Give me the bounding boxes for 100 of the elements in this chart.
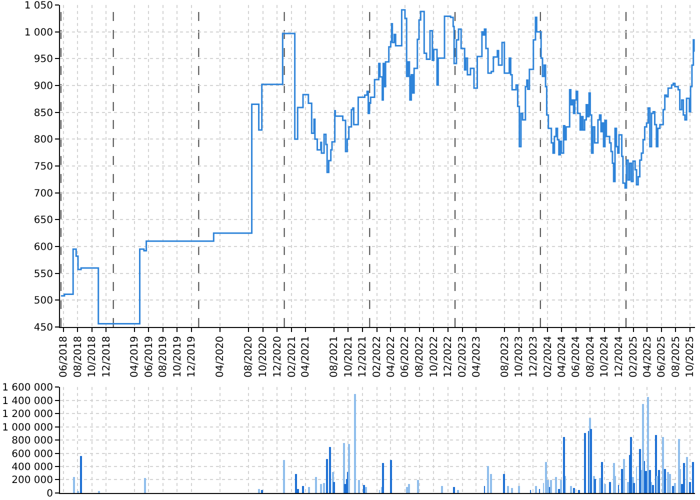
x-tick-label: 02/2022 (372, 336, 384, 378)
x-tick-label: 12/2022 (443, 336, 454, 378)
x-tick-label: 02/2023 (458, 336, 469, 378)
y-tick-label: 1 200 000 (2, 409, 53, 420)
y-tick-label: 850 (34, 108, 53, 119)
bar (555, 477, 557, 493)
bar (258, 489, 260, 493)
y-tick-label: 1 400 000 (2, 396, 53, 407)
x-tick-label: 10/2021 (343, 336, 354, 378)
x-tick-label: 04/2021 (300, 336, 312, 378)
x-tick-label: 02/2024 (542, 336, 554, 378)
bar (417, 480, 419, 493)
bar (507, 486, 509, 493)
bar (320, 484, 322, 493)
bar (323, 483, 325, 493)
bar (333, 482, 335, 493)
y-tick-label: 800 000 (12, 436, 53, 447)
bar (686, 457, 688, 493)
x-tick-label: 08/2019 (158, 336, 170, 378)
x-tick-label: 10/2022 (428, 336, 440, 378)
bar (578, 490, 580, 493)
x-tick-label: 12/2018 (101, 336, 112, 378)
bar (599, 478, 601, 493)
bar (558, 489, 560, 493)
bar (570, 486, 572, 493)
y-tick-label: 400 000 (12, 462, 53, 474)
bar (594, 479, 596, 493)
x-tick-label: 12/2021 (358, 336, 369, 378)
x-tick-label: 04/2024 (556, 336, 568, 378)
bar (308, 487, 310, 493)
x-tick-label: 08/2021 (329, 336, 340, 378)
bar (348, 444, 350, 493)
y-tick-label: 450 (34, 322, 53, 334)
x-tick-label: 10/2025 (685, 336, 696, 378)
x-tick-label: 12/2023 (528, 336, 540, 378)
x-tick-label: 06/2025 (656, 336, 668, 378)
y-tick-label: 600 000 (12, 448, 53, 460)
bar (627, 482, 629, 493)
bar (545, 462, 547, 493)
bar (563, 437, 565, 493)
bar (621, 469, 623, 493)
bar (453, 487, 455, 493)
x-tick-label: 08/2025 (670, 336, 682, 378)
bar (649, 470, 651, 493)
bar (609, 482, 611, 493)
x-tick-label: 06/2022 (400, 336, 412, 378)
bar (73, 477, 75, 493)
bar (604, 484, 606, 493)
x-tick-label: 04/2019 (130, 336, 141, 378)
y-tick-label: 650 (34, 215, 53, 226)
bar (343, 443, 345, 493)
y-tick-label: 950 (34, 54, 53, 66)
x-tick-label: 08/2023 (500, 336, 511, 378)
bar (535, 486, 537, 493)
bar (623, 459, 625, 493)
x-tick-label: 04/2023 (471, 336, 482, 378)
bar (302, 486, 304, 493)
x-tick-label: 08/2020 (244, 336, 255, 378)
x-tick-label: 12/2019 (186, 336, 198, 378)
bar (408, 484, 410, 493)
bar (518, 486, 520, 493)
x-tick-label: 02/2021 (286, 336, 298, 378)
x-tick-label: 10/2024 (600, 336, 611, 378)
x-tick-label: 10/2018 (87, 336, 98, 378)
bar (261, 490, 263, 493)
bar (639, 449, 641, 493)
bar (406, 487, 408, 493)
x-tick-label: 08/2018 (72, 336, 84, 378)
bar (664, 469, 666, 493)
bar (669, 474, 671, 493)
x-tick-label: 06/2019 (144, 336, 155, 378)
bar (283, 460, 285, 493)
bar (642, 404, 644, 493)
y-tick-label: 550 (34, 268, 53, 280)
bar (560, 480, 562, 493)
x-tick-label: 04/2025 (642, 336, 654, 378)
bar (382, 463, 384, 493)
x-tick-label: 10/2020 (258, 336, 270, 378)
bar (683, 463, 685, 493)
x-tick-label: 12/2024 (614, 336, 625, 378)
bar (656, 476, 658, 493)
bar (354, 394, 356, 493)
bar (511, 488, 513, 493)
y-tick-label: 1 000 000 (2, 422, 53, 434)
y-tick-label: 1 600 000 (2, 382, 53, 394)
bar (315, 477, 317, 493)
bar (584, 433, 586, 493)
bar (487, 466, 489, 493)
bar (441, 486, 443, 493)
x-tick-label: 08/2022 (414, 336, 426, 378)
bar (601, 462, 603, 493)
x-tick-label: 02/2025 (628, 336, 640, 378)
x-tick-label: 08/2024 (585, 336, 596, 378)
x-tick-label: 10/2019 (172, 336, 184, 378)
y-tick-label: 750 (34, 161, 53, 172)
y-tick-label: 500 (34, 296, 53, 307)
bar (80, 456, 82, 493)
y-tick-label: 900 (34, 81, 53, 92)
bar (457, 490, 459, 493)
bar (573, 488, 575, 493)
